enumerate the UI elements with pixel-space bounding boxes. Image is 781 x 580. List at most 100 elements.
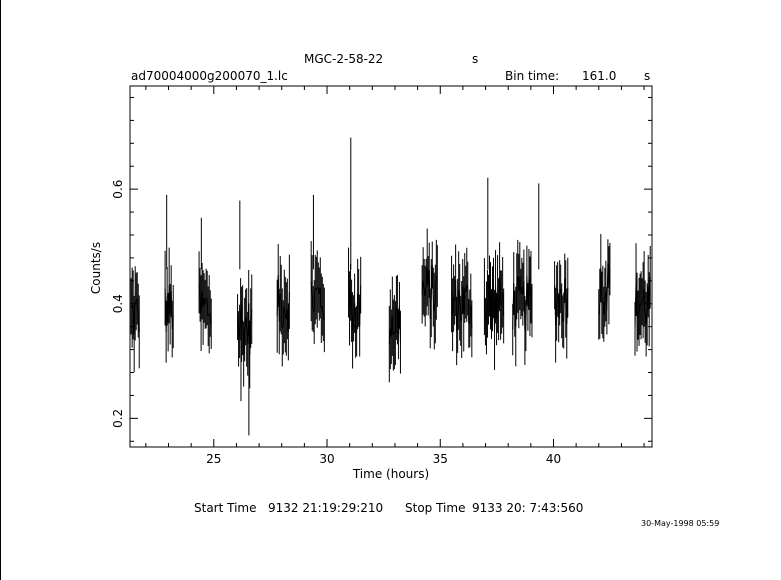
- stop-time-label: Stop Time: [405, 501, 466, 515]
- data-line: [433, 303, 436, 312]
- data-segment: [130, 266, 140, 373]
- data-segment: [483, 242, 505, 370]
- data-line: [319, 287, 322, 309]
- data-segment: [198, 251, 212, 354]
- data-line: [530, 287, 533, 311]
- data-line: [523, 280, 526, 331]
- data-line: [502, 292, 505, 316]
- data-line: [250, 309, 253, 319]
- data-line: [237, 317, 240, 339]
- file-name: ad70004000g200070_1.lc: [131, 69, 288, 83]
- data-line: [357, 293, 360, 298]
- data-line: [282, 306, 285, 328]
- data-line: [428, 270, 431, 319]
- data-line: [483, 296, 486, 322]
- data-line: [278, 293, 281, 322]
- data-line: [391, 316, 394, 336]
- bin-time-unit: s: [644, 69, 651, 83]
- data-line: [513, 283, 516, 314]
- data-line: [283, 306, 286, 315]
- data-line: [279, 293, 282, 300]
- data-line: [635, 279, 638, 313]
- data-line: [563, 278, 566, 321]
- data-segment: [554, 253, 569, 363]
- data-line: [170, 291, 173, 330]
- data-line: [484, 317, 487, 322]
- data-line: [452, 298, 455, 315]
- window-edge: [0, 0, 1, 580]
- data-line: [459, 302, 462, 321]
- data-line: [486, 299, 489, 304]
- data-line: [640, 301, 643, 306]
- data-line: [238, 331, 241, 339]
- stop-time-value: 9133 20: 7:43:560: [472, 501, 584, 515]
- data-line: [434, 279, 437, 305]
- data-line: [204, 298, 207, 305]
- plot-frame: [129, 85, 653, 448]
- axis-tick-labels: 25 30 35 40 0.2 0.4 0.6: [111, 180, 561, 466]
- data-line: [600, 268, 603, 303]
- data-layer: [130, 137, 651, 436]
- data-line: [460, 319, 463, 322]
- data-line: [637, 311, 640, 316]
- data-segment: [276, 243, 290, 367]
- bin-time-value: 161.0: [582, 69, 617, 83]
- data-line: [608, 269, 611, 286]
- data-line: [456, 315, 459, 331]
- data-segment: [237, 269, 253, 389]
- data-line: [598, 303, 601, 315]
- x-tick-label: 25: [206, 452, 221, 466]
- data-line: [431, 265, 434, 298]
- data-line: [356, 293, 359, 332]
- data-line: [209, 313, 212, 324]
- data-segment: [310, 241, 325, 353]
- x-axis-label: Time (hours): [352, 467, 429, 481]
- data-line: [470, 304, 473, 329]
- data-line: [133, 303, 136, 334]
- data-line: [638, 304, 641, 312]
- data-line: [606, 263, 609, 311]
- data-segment: [421, 228, 438, 350]
- data-line: [519, 276, 522, 295]
- data-line: [355, 330, 358, 333]
- data-line: [321, 306, 324, 313]
- data-line: [455, 280, 458, 331]
- data-line: [310, 281, 313, 293]
- data-line: [499, 276, 502, 306]
- data-line: [561, 310, 564, 322]
- data-line: [422, 280, 425, 288]
- data-line: [171, 316, 174, 330]
- print-date: 30-May-1998 05:59: [641, 519, 720, 528]
- data-line: [467, 288, 470, 324]
- data-line: [311, 292, 314, 310]
- x-tick-label: 35: [433, 452, 448, 466]
- data-line: [566, 287, 569, 324]
- data-line: [359, 285, 362, 326]
- data-line: [560, 288, 563, 311]
- data-line: [488, 285, 491, 296]
- bin-time-label: Bin time:: [505, 69, 560, 83]
- y-axis-label: Counts/s: [89, 242, 103, 294]
- data-line: [463, 287, 466, 314]
- data-line: [245, 317, 248, 328]
- data-line: [645, 314, 648, 325]
- data-line: [287, 291, 290, 332]
- data-line: [137, 310, 140, 332]
- data-line: [458, 290, 461, 303]
- data-line: [243, 329, 246, 355]
- data-line: [424, 287, 427, 297]
- data-line: [350, 292, 353, 311]
- object-name: MGC-2-58-22: [304, 52, 384, 66]
- object-unit: s: [472, 52, 479, 66]
- data-line: [313, 289, 316, 313]
- x-tick-label: 40: [546, 452, 561, 466]
- y-tick-label: 0.4: [111, 294, 125, 313]
- data-line: [136, 298, 139, 311]
- data-line: [388, 329, 391, 345]
- data-line: [398, 305, 401, 343]
- data-line: [394, 307, 397, 334]
- data-line: [249, 318, 252, 355]
- data-line: [515, 286, 518, 327]
- data-line: [280, 299, 283, 328]
